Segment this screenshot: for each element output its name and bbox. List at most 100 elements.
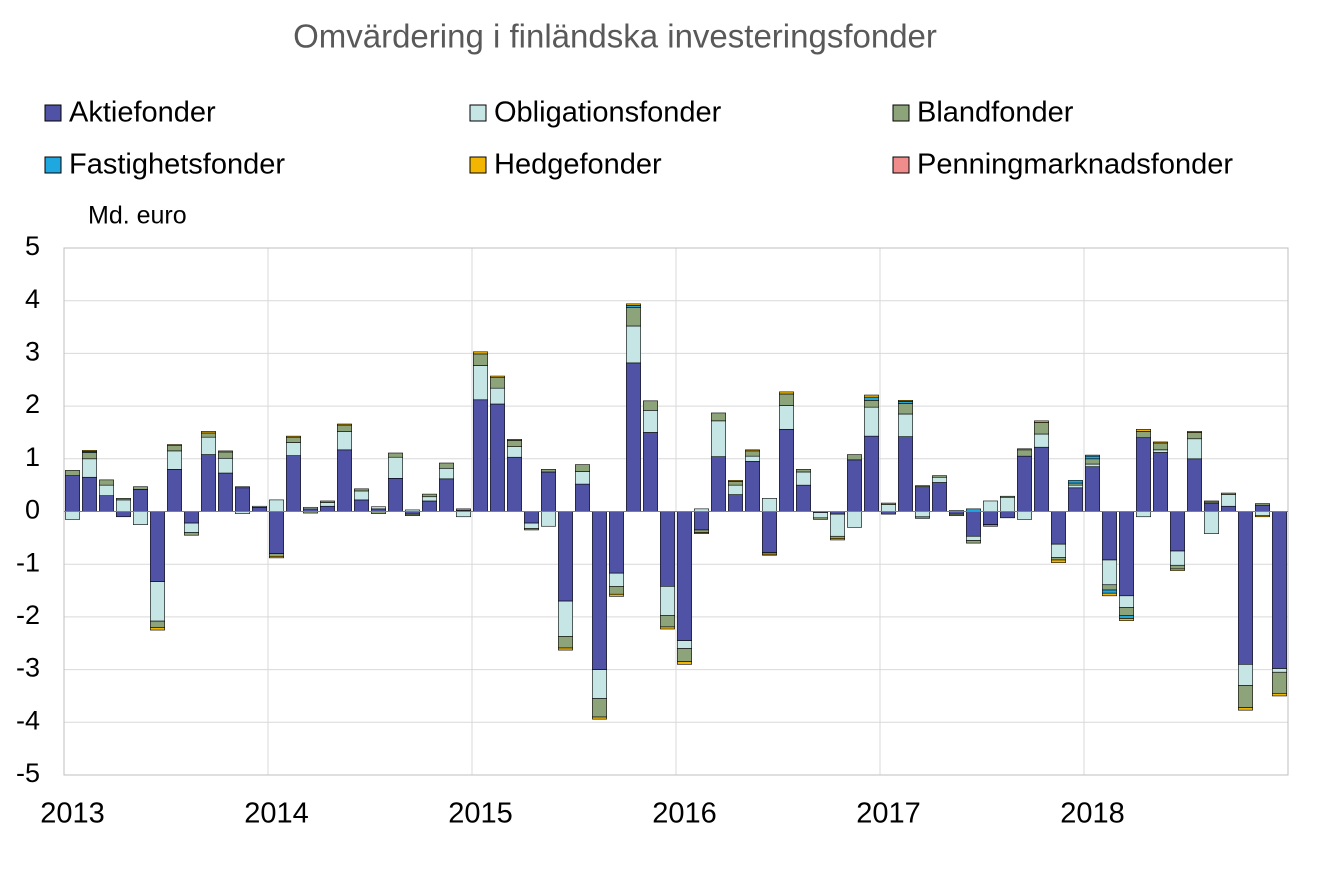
bar-segment xyxy=(1119,618,1134,621)
bar-segment xyxy=(915,511,930,518)
bar-segment xyxy=(473,399,488,512)
bar-segment xyxy=(354,488,369,492)
bar-segment xyxy=(677,511,692,641)
bar-segment xyxy=(626,325,641,364)
y-tick-label: -4 xyxy=(16,705,40,735)
legend-swatch xyxy=(44,104,62,122)
bar-segment xyxy=(558,636,573,649)
bar-segment xyxy=(1051,559,1066,563)
bar-segment xyxy=(915,485,930,488)
bar-segment xyxy=(711,420,726,457)
bar-segment xyxy=(524,511,539,524)
y-tick-label: -2 xyxy=(16,600,40,630)
bar-segment xyxy=(1017,511,1032,520)
bar-segment xyxy=(864,400,879,408)
bar-segment xyxy=(167,445,182,452)
bar-segment xyxy=(167,469,182,512)
bar-segment xyxy=(269,553,284,557)
y-tick-label: -1 xyxy=(16,547,40,577)
bar-segment xyxy=(1136,437,1151,512)
y-tick-label: -5 xyxy=(16,758,40,788)
bar-segment xyxy=(286,436,301,443)
bar-segment xyxy=(490,387,505,405)
bar-segment xyxy=(337,449,352,512)
bar-segment xyxy=(1136,428,1151,432)
x-tick-label: 2015 xyxy=(448,798,513,830)
bar-segment xyxy=(1017,449,1032,457)
bar-segment xyxy=(82,450,97,452)
bar-segment xyxy=(1051,543,1066,558)
bar-segment xyxy=(592,698,607,718)
bar-segment xyxy=(558,600,573,637)
bar-segment xyxy=(830,535,845,539)
bar-segment xyxy=(1255,504,1270,512)
bar-segment xyxy=(626,305,641,308)
legend-label: Obligationsfonder xyxy=(494,97,722,129)
bar-segment xyxy=(1238,511,1253,665)
bar-segment xyxy=(116,511,131,518)
bar-segment xyxy=(388,456,403,479)
bar-segment xyxy=(439,478,454,512)
bar-segment xyxy=(1272,671,1287,694)
bar-segment xyxy=(1187,432,1202,440)
bar-segment xyxy=(932,476,947,483)
bar-segment xyxy=(1034,422,1049,435)
bar-segment xyxy=(779,405,794,430)
bar-segment xyxy=(609,593,624,597)
bar-segment xyxy=(575,471,590,485)
bar-segment xyxy=(82,476,97,512)
bar-segment xyxy=(864,394,879,398)
bar-segment xyxy=(779,391,794,395)
bar-segment xyxy=(830,538,845,541)
bar-segment xyxy=(694,532,709,534)
bar-segment xyxy=(983,511,998,525)
legend-swatch xyxy=(892,104,910,122)
bar-segment xyxy=(558,511,573,602)
bar-segment xyxy=(490,375,505,378)
bar-segment xyxy=(1051,557,1066,561)
bar-segment xyxy=(1119,595,1134,608)
bar-segment xyxy=(1068,482,1083,486)
bar-segment xyxy=(218,450,233,453)
bar-segment xyxy=(1204,511,1219,534)
bar-segment xyxy=(541,469,556,473)
bar-segment xyxy=(1221,505,1236,512)
bar-segment xyxy=(1187,458,1202,512)
bar-segment xyxy=(779,393,794,406)
legend-label: Penningmarknadsfonder xyxy=(917,149,1233,181)
bar-segment xyxy=(983,524,998,527)
bar-segment xyxy=(1034,420,1049,423)
bar-segment xyxy=(1136,431,1151,439)
bar-segment xyxy=(609,572,624,587)
bar-segment xyxy=(1272,693,1287,697)
bar-segment xyxy=(507,440,522,447)
y-tick-label: 2 xyxy=(25,389,40,419)
bar-segment xyxy=(626,362,641,512)
bar-segment xyxy=(524,522,539,529)
x-tick-label: 2016 xyxy=(652,798,717,830)
bar-segment xyxy=(915,486,930,512)
bar-segment xyxy=(898,401,913,404)
bar-segment xyxy=(898,413,913,437)
bar-segment xyxy=(1238,664,1253,686)
bar-segment xyxy=(745,449,760,452)
bar-segment xyxy=(796,469,811,473)
bar-segment xyxy=(133,489,148,512)
bar-segment xyxy=(694,511,709,531)
bar-segment xyxy=(898,400,913,402)
bar-segment xyxy=(422,500,437,512)
bar-segment xyxy=(1085,463,1100,468)
bar-segment xyxy=(1153,442,1168,451)
bar-segment xyxy=(1017,455,1032,512)
bar-segment xyxy=(592,716,607,720)
bar-segment xyxy=(150,511,165,582)
bar-segment xyxy=(592,669,607,699)
bar-segment xyxy=(201,454,216,512)
bar-segment xyxy=(813,517,828,520)
bar-segment xyxy=(728,480,743,482)
bar-segment xyxy=(337,431,352,451)
chart-title: Omvärdering i finländska investeringsfon… xyxy=(293,18,937,55)
